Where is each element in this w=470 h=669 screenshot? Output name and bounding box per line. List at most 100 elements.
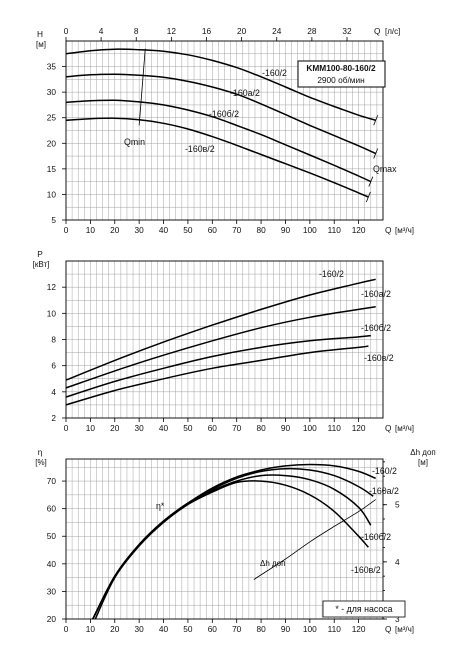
y-tick-label: 70 — [47, 476, 57, 486]
y-tick-label: 15 — [47, 164, 57, 174]
y-axis-unit: [м] — [36, 40, 46, 49]
npsh-label: Δh доп — [260, 559, 285, 568]
series-line — [65, 73, 377, 155]
series-line — [65, 306, 376, 389]
x2-tick-label: 4 — [99, 26, 104, 36]
x-tick-label: 120 — [352, 225, 366, 235]
note-box — [322, 600, 406, 618]
x-tick-label: 40 — [159, 624, 169, 634]
plot-frame — [65, 40, 384, 221]
qmax-mark — [373, 148, 379, 159]
x-tick-label: 110 — [328, 423, 342, 433]
x2-tick-label: 16 — [202, 26, 212, 36]
series-line — [94, 480, 369, 620]
y-tick-label: 30 — [47, 87, 57, 97]
x-tick-label: 20 — [110, 225, 120, 235]
x-tick-label: 30 — [135, 225, 145, 235]
y2-tick-label: 5 — [395, 500, 400, 510]
y-tick-label: 50 — [47, 531, 57, 541]
y-tick-label: 10 — [47, 189, 57, 199]
x2-tick-label: 24 — [272, 26, 282, 36]
note-label: * - для насоса — [335, 604, 392, 614]
x-axis-unit: [м³/ч] — [395, 226, 414, 235]
x2-tick-label: 0 — [64, 26, 69, 36]
x2-axis-label: Q — [374, 26, 381, 36]
x-tick-label: 100 — [303, 624, 317, 634]
x-tick-label: 110 — [328, 624, 342, 634]
x-tick-label: 30 — [135, 624, 145, 634]
y-axis-unit: [%] — [35, 458, 47, 467]
x-tick-label: 120 — [352, 624, 366, 634]
x-tick-label: 70 — [232, 225, 242, 235]
y2-tick-label: 3 — [395, 614, 400, 624]
x-axis-unit: [м³/ч] — [395, 625, 414, 634]
series-line — [65, 99, 372, 183]
x-tick-label: 60 — [208, 423, 218, 433]
y-tick-label: 6 — [51, 361, 56, 371]
y-tick-label: 12 — [47, 282, 57, 292]
qmax-mark — [373, 115, 379, 126]
x-tick-label: 50 — [183, 624, 193, 634]
x-tick-label: 40 — [159, 225, 169, 235]
y-tick-label: 5 — [51, 215, 56, 225]
y-axis-label: η — [38, 447, 43, 457]
eta-star-label: η* — [156, 501, 165, 511]
series-line — [65, 334, 371, 398]
series-label: -160а/2 — [369, 486, 399, 496]
chart-title: KMM100-80-160/2 — [306, 63, 376, 73]
y-tick-label: 8 — [51, 335, 56, 345]
qmax-mark — [368, 176, 374, 187]
x-axis-label: Q — [385, 225, 392, 235]
qmax-mark — [365, 191, 371, 203]
y-tick-label: 60 — [47, 504, 57, 514]
x-tick-label: 100 — [303, 225, 317, 235]
series-line — [253, 499, 376, 580]
x-tick-label: 0 — [64, 423, 69, 433]
series-label: -160б/2 — [361, 532, 391, 542]
x-axis-label: Q — [385, 423, 392, 433]
series-line — [92, 467, 374, 620]
x2-tick-label: 20 — [237, 26, 247, 36]
head-chart — [62, 37, 384, 224]
series-line — [92, 474, 372, 620]
series-label: -160в/2 — [364, 353, 394, 363]
y-tick-label: 4 — [51, 387, 56, 397]
x-axis-label: Q — [385, 624, 392, 634]
chart-subtitle: 2900 об/мин — [317, 75, 364, 85]
x-tick-label: 0 — [64, 624, 69, 634]
x-tick-label: 20 — [110, 423, 120, 433]
qmin-label: Qmin — [124, 137, 145, 147]
x-tick-label: 30 — [135, 423, 145, 433]
x-tick-label: 60 — [208, 624, 218, 634]
series-line — [92, 463, 376, 620]
y-axis-unit: [кВт] — [33, 260, 50, 269]
x-tick-label: 70 — [232, 624, 242, 634]
x-tick-label: 120 — [352, 423, 366, 433]
x-tick-label: 60 — [208, 225, 218, 235]
series-label: -160б/2 — [209, 109, 239, 119]
x-tick-label: 90 — [281, 225, 291, 235]
x-tick-label: 20 — [110, 624, 120, 634]
qmin-line — [138, 48, 146, 126]
x-tick-label: 90 — [281, 624, 291, 634]
x-tick-label: 100 — [303, 423, 317, 433]
series-label: -160/2 — [372, 466, 397, 476]
series-line — [65, 345, 369, 406]
y-tick-label: 10 — [47, 308, 57, 318]
x-tick-label: 50 — [183, 423, 193, 433]
series-line — [65, 48, 376, 122]
series-label: -160в/2 — [185, 144, 215, 154]
x-tick-label: 80 — [256, 624, 266, 634]
y2-axis-label: Δh доп — [410, 448, 435, 457]
qmax-label: Qmax — [373, 164, 397, 174]
y-tick-label: 25 — [47, 113, 57, 123]
x-tick-label: 70 — [232, 423, 242, 433]
x2-tick-label: 8 — [134, 26, 139, 36]
y-axis-label: H — [37, 29, 43, 39]
series-line — [65, 117, 369, 198]
title-box — [297, 60, 386, 88]
x-tick-label: 10 — [86, 423, 96, 433]
y-axis-label: P — [37, 249, 43, 259]
